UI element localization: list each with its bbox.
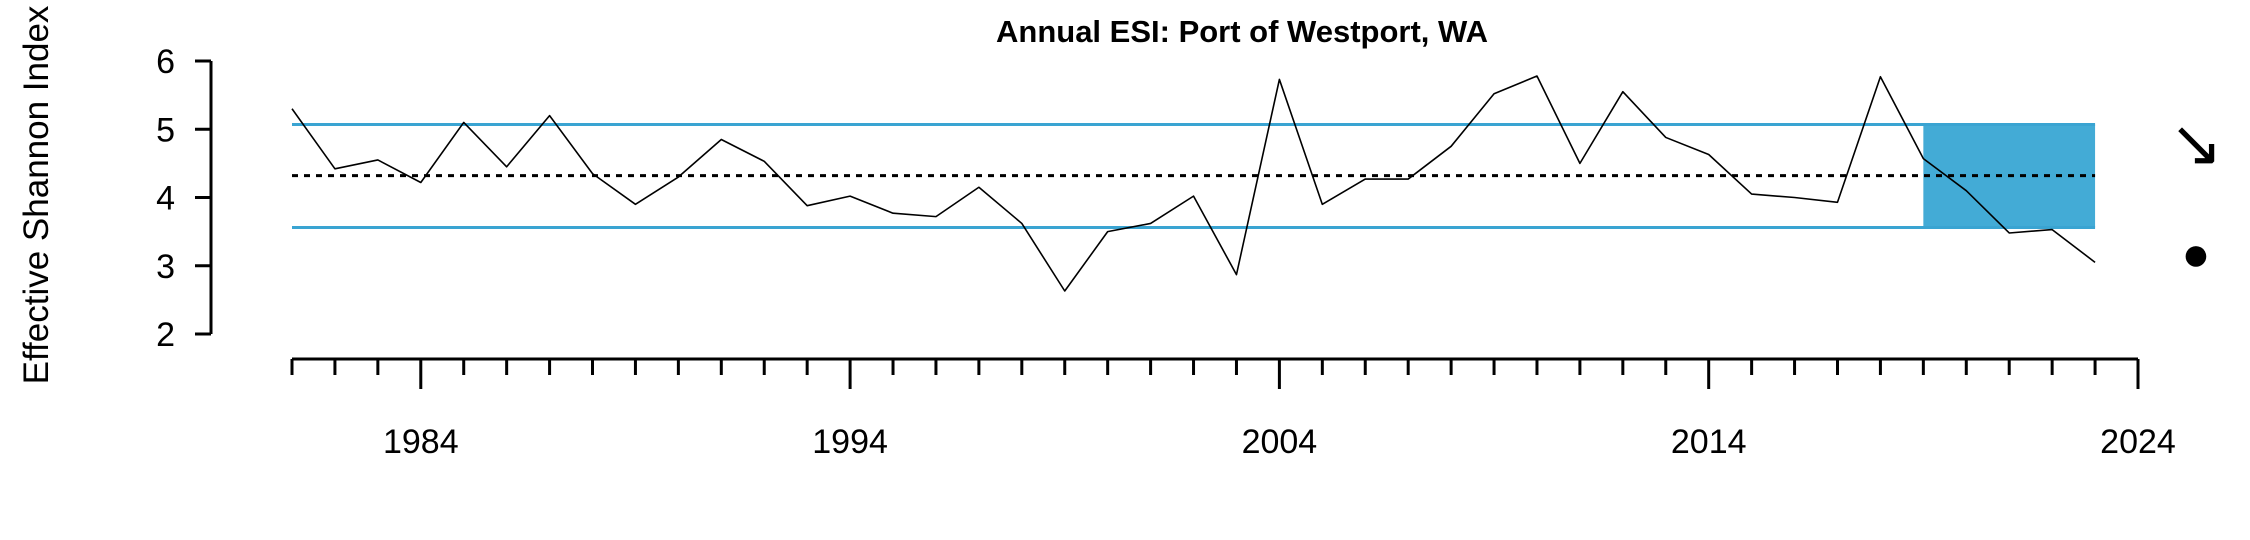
esi-series-line xyxy=(291,75,2096,292)
y-tick-label: 6 xyxy=(156,43,175,81)
chart-title: Annual ESI: Port of Westport, WA xyxy=(996,14,1488,49)
y-tick-label: 2 xyxy=(156,316,175,354)
y-axis-label: Effective Shannon Index xyxy=(17,5,56,384)
x-tick-label: 1984 xyxy=(383,423,459,461)
x-tick-label: 2014 xyxy=(1671,423,1747,461)
y-tick-label: 5 xyxy=(156,111,175,149)
status-dot-icon: ● xyxy=(2182,228,2211,281)
x-tick-label: 2004 xyxy=(1242,423,1318,461)
trend-arrow-icon: ↘ xyxy=(2169,107,2223,179)
y-tick-label: 3 xyxy=(156,248,175,286)
x-tick-label: 1994 xyxy=(812,423,888,461)
x-tick-label: 2024 xyxy=(2100,423,2176,461)
y-tick-label: 4 xyxy=(156,180,175,218)
